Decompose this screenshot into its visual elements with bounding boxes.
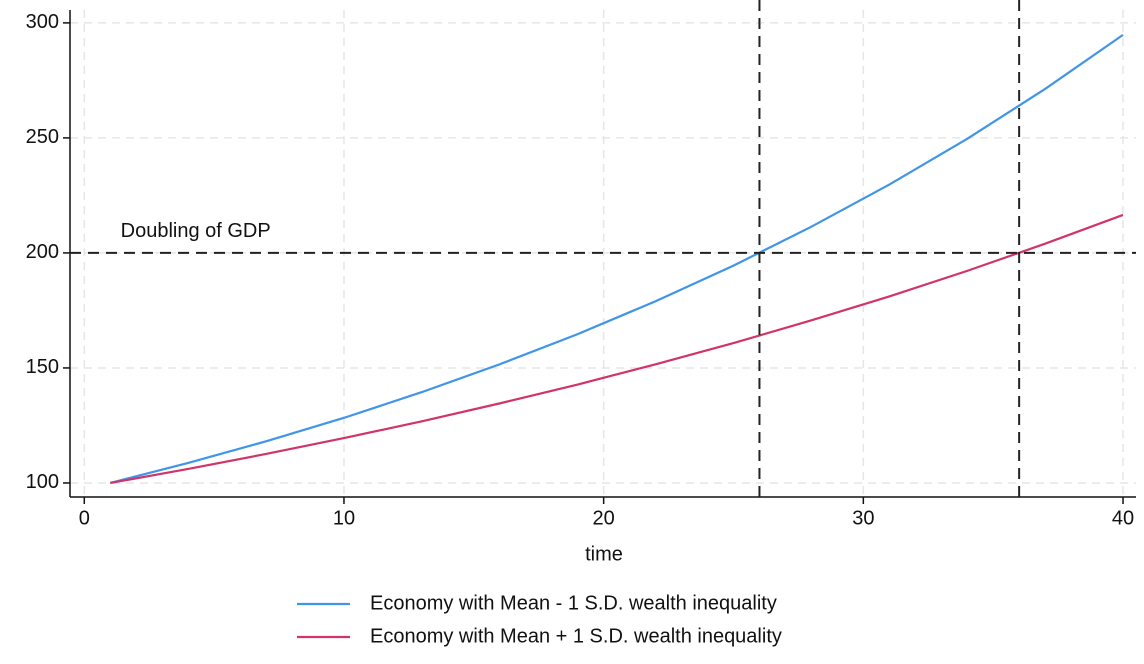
- x-axis-label: time: [585, 543, 623, 565]
- series-line: [110, 213, 1124, 485]
- legend-label: Economy with Mean + 1 S.D. wealth inequa…: [370, 625, 782, 647]
- y-tick-label: 100: [26, 471, 59, 493]
- annotation: Doubling of GDP: [121, 220, 271, 242]
- y-tick-label: 250: [26, 126, 59, 148]
- y-tick-label: 150: [26, 356, 59, 378]
- series-line: [109, 33, 1124, 485]
- legend-label: Economy with Mean - 1 S.D. wealth inequa…: [370, 592, 777, 614]
- x-tick-label: 20: [593, 507, 615, 529]
- x-tick-label: 0: [79, 507, 90, 529]
- x-tick-label: 10: [333, 507, 355, 529]
- y-tick-label: 200: [26, 241, 59, 263]
- x-tick-label: 30: [852, 507, 874, 529]
- y-tick-label: 300: [26, 11, 59, 33]
- x-tick-label: 40: [1112, 507, 1134, 529]
